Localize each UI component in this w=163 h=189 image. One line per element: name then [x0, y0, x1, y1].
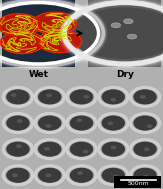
- Circle shape: [0, 31, 44, 54]
- Circle shape: [70, 5, 163, 61]
- Circle shape: [140, 95, 146, 99]
- Circle shape: [11, 93, 16, 97]
- Circle shape: [6, 168, 30, 183]
- Circle shape: [127, 34, 137, 39]
- Circle shape: [46, 94, 52, 97]
- Circle shape: [133, 89, 157, 105]
- Circle shape: [37, 30, 82, 53]
- Circle shape: [102, 115, 125, 131]
- Circle shape: [111, 146, 116, 149]
- Circle shape: [110, 98, 116, 102]
- Circle shape: [45, 174, 51, 177]
- Circle shape: [102, 168, 125, 183]
- Circle shape: [144, 147, 150, 151]
- Circle shape: [111, 23, 121, 28]
- Bar: [2, 0, 75, 67]
- Circle shape: [76, 118, 82, 122]
- Circle shape: [6, 89, 30, 105]
- Circle shape: [133, 142, 157, 157]
- Circle shape: [124, 19, 133, 24]
- Circle shape: [83, 95, 89, 99]
- Circle shape: [38, 89, 61, 105]
- Circle shape: [44, 147, 50, 151]
- Circle shape: [38, 115, 61, 131]
- Circle shape: [0, 14, 41, 36]
- Circle shape: [133, 115, 157, 131]
- Circle shape: [33, 12, 77, 35]
- Circle shape: [70, 115, 93, 131]
- Bar: [88, 0, 161, 67]
- Circle shape: [113, 175, 119, 178]
- Circle shape: [38, 168, 61, 183]
- Circle shape: [70, 142, 93, 157]
- Circle shape: [107, 122, 113, 125]
- Circle shape: [6, 115, 30, 131]
- Bar: [114, 176, 161, 188]
- Circle shape: [133, 168, 157, 183]
- Circle shape: [17, 119, 23, 123]
- Circle shape: [45, 124, 51, 128]
- Text: Wet: Wet: [28, 70, 48, 79]
- Circle shape: [143, 175, 149, 179]
- Circle shape: [12, 173, 18, 177]
- Circle shape: [77, 171, 83, 175]
- Circle shape: [70, 89, 93, 105]
- Circle shape: [16, 144, 22, 148]
- Text: 500nm: 500nm: [128, 181, 149, 187]
- Circle shape: [102, 89, 125, 105]
- Circle shape: [83, 150, 89, 153]
- Circle shape: [6, 142, 30, 157]
- Circle shape: [102, 142, 125, 157]
- Circle shape: [70, 168, 93, 183]
- Circle shape: [147, 124, 152, 128]
- Circle shape: [38, 142, 61, 157]
- Text: Dry: Dry: [116, 70, 134, 79]
